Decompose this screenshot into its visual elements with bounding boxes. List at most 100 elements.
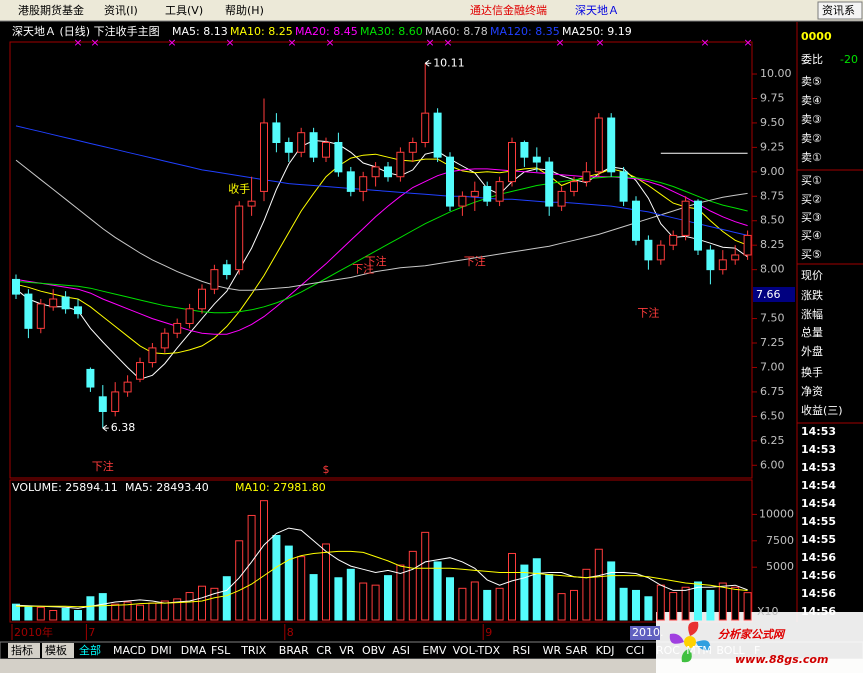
y-tick-label: 6.00 xyxy=(760,458,785,471)
marker: × xyxy=(700,36,709,49)
volume-bar xyxy=(12,603,20,621)
annotation: 6.38 xyxy=(111,421,136,434)
candle-body xyxy=(346,171,355,192)
menu-item[interactable]: 帮助(H) xyxy=(225,3,264,17)
tab[interactable]: CR xyxy=(316,644,332,657)
trade-time: 14:56 xyxy=(801,569,836,582)
candle-body xyxy=(359,176,368,192)
tab[interactable]: MACD xyxy=(113,644,146,657)
unit-label: X10 xyxy=(757,605,779,618)
candle-body xyxy=(669,234,678,246)
tab[interactable]: TRIX xyxy=(240,644,267,657)
y-tick-label: 8.25 xyxy=(760,238,785,251)
menu-item[interactable]: 工具(V) xyxy=(165,4,203,17)
y-tick-label: 7.00 xyxy=(760,360,785,373)
volume-bar xyxy=(346,568,355,621)
candle-body xyxy=(433,112,442,158)
tab[interactable]: EMV xyxy=(422,644,446,657)
x-tick-label: 9 xyxy=(485,626,492,639)
tab[interactable]: RSI xyxy=(512,644,530,657)
volume-bar xyxy=(160,600,169,621)
volume-bar xyxy=(235,540,244,621)
tab[interactable]: FSL xyxy=(211,644,231,657)
volume-bar xyxy=(222,576,231,621)
tab-bg xyxy=(42,643,74,658)
quote-label: 卖④ xyxy=(801,94,822,107)
candle-body xyxy=(582,171,591,183)
volume-bar xyxy=(632,589,640,621)
tab[interactable]: KDJ xyxy=(596,644,615,657)
x-tick-label: 7 xyxy=(88,626,95,639)
cursor-date-box xyxy=(630,626,660,640)
volume-bar xyxy=(545,574,554,621)
candle-body xyxy=(644,239,653,261)
menu-stock: 深天地Ａ xyxy=(575,4,619,17)
tab[interactable]: BRAR xyxy=(279,644,309,657)
tab[interactable]: DMA xyxy=(181,644,207,657)
tab[interactable]: VOL-TDX xyxy=(453,644,501,657)
tab[interactable]: ASI xyxy=(392,644,410,657)
menu-item[interactable]: 资讯(I) xyxy=(104,4,138,17)
y-tick-label: 8.50 xyxy=(760,214,785,227)
candle-body xyxy=(160,332,169,349)
tab[interactable]: 指标 xyxy=(11,643,33,657)
candle-body xyxy=(74,306,82,315)
tab[interactable]: 模板 xyxy=(45,643,67,657)
trade-time: 14:53 xyxy=(801,425,836,438)
tab-bg xyxy=(8,643,40,658)
tab[interactable]: OBV xyxy=(362,644,386,657)
quote-label: 委比 xyxy=(801,53,823,66)
candle-body xyxy=(520,141,529,158)
candle-body xyxy=(222,264,231,276)
news-button-frame[interactable] xyxy=(817,1,863,20)
volume-bar xyxy=(148,602,157,621)
tab[interactable]: VR xyxy=(339,644,355,657)
tab[interactable]: SAR xyxy=(565,644,588,657)
logo-center xyxy=(684,636,696,648)
menu-item[interactable]: 港股期货基金 xyxy=(18,3,84,17)
volume-bar xyxy=(408,550,417,621)
candle-body xyxy=(681,200,690,236)
trade-time: 14:53 xyxy=(801,443,836,456)
volume-bar xyxy=(334,577,343,621)
tab[interactable]: F xyxy=(754,644,760,657)
news-button[interactable]: 资讯系 xyxy=(822,4,855,17)
watermark: 分析家公式网 www.88gs.com xyxy=(656,612,863,673)
volume-bar xyxy=(396,564,405,621)
candle-body xyxy=(508,141,516,183)
y-tick-label: 5000 xyxy=(766,560,794,573)
tab[interactable]: MTM xyxy=(686,644,712,657)
y-tick-label: 10000 xyxy=(759,507,794,520)
logo-petal xyxy=(688,621,699,636)
tab[interactable]: BOLL xyxy=(716,644,745,657)
candle-body xyxy=(396,151,405,178)
legend-entry: MA120: 8.35 xyxy=(490,25,560,38)
candle-body xyxy=(260,122,268,192)
tab[interactable]: 全部 xyxy=(79,643,101,657)
volume-bar xyxy=(111,603,120,621)
annotation: 下注 xyxy=(464,254,486,268)
volume-bar xyxy=(210,587,219,621)
y-tick-label: 9.25 xyxy=(760,140,785,153)
quote-label: 买⑤ xyxy=(801,248,822,261)
volume-bar xyxy=(371,584,380,621)
candle-body xyxy=(371,166,380,178)
tab[interactable]: WR xyxy=(543,644,562,657)
tab[interactable]: ROC xyxy=(656,644,680,657)
volume-bar xyxy=(260,500,268,621)
marker: × xyxy=(425,36,434,49)
candle-body xyxy=(570,181,578,192)
candle-body xyxy=(173,322,182,334)
candle-body xyxy=(210,269,219,290)
quote-label: 卖② xyxy=(801,132,822,145)
quote-label: 卖③ xyxy=(801,113,822,126)
quote-label: 卖① xyxy=(801,151,822,164)
candle-body xyxy=(470,190,479,197)
tab[interactable]: CCI xyxy=(626,644,645,657)
volume-bar xyxy=(570,589,578,621)
volume-bar xyxy=(309,574,318,621)
tab[interactable]: DMI xyxy=(151,644,172,657)
candle-body xyxy=(743,234,752,256)
